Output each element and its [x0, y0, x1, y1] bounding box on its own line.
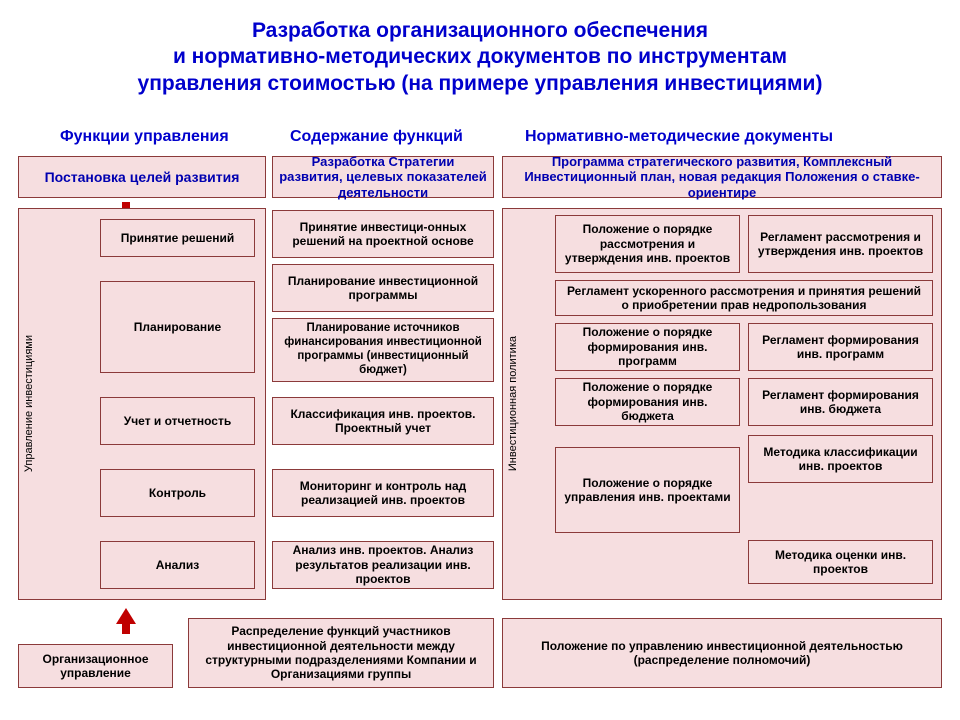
doc-reg-review: Регламент рассмотрения и утверждения инв…	[748, 215, 933, 273]
title-line-2: и нормативно-методических документов по …	[173, 45, 787, 68]
func-analysis: Анализ	[100, 541, 255, 589]
doc-reg-budget: Регламент формирования инв. бюджета	[748, 378, 933, 426]
arrow-up-icon	[116, 608, 136, 624]
footer-org: Организационное управление	[18, 644, 173, 688]
doc-method-eval: Методика оценки инв. проектов	[748, 540, 933, 584]
box-goals: Постановка целей развития	[18, 156, 266, 198]
func-control: Контроль	[100, 469, 255, 517]
col-header-docs: Нормативно-методические документы	[525, 128, 833, 146]
col-header-funcs: Функции управления	[60, 128, 229, 146]
doc-pos-budget: Положение о порядке формирования инв. бю…	[555, 378, 740, 426]
func-accounting: Учет и отчетность	[100, 397, 255, 445]
content-plan-budget: Планирование источников финансирования и…	[272, 318, 494, 382]
doc-reg-prog: Регламент формирования инв. программ	[748, 323, 933, 371]
content-decisions: Принятие инвестици-онных решений на прое…	[272, 210, 494, 258]
func-decisions: Принятие решений	[100, 219, 255, 257]
vlabel-right: Инвестиционная политика	[507, 336, 520, 471]
title-line-1: Разработка организационного обеспечения	[252, 19, 708, 42]
content-monitor: Мониторинг и контроль над реализацией ин…	[272, 469, 494, 517]
func-planning: Планирование	[100, 281, 255, 373]
page-title: Разработка организационного обеспечения …	[0, 0, 960, 105]
doc-method-class: Методика классификации инв. проектов	[748, 435, 933, 483]
box-program: Программа стратегического развития, Комп…	[502, 156, 942, 198]
vlabel-left: Управление инвестициями	[23, 335, 36, 472]
footer-distrib: Распределение функций участников инвести…	[188, 618, 494, 688]
doc-pos-review: Положение о порядке рассмотрения и утвер…	[555, 215, 740, 273]
col-header-content: Содержание функций	[290, 128, 463, 146]
title-line-3: управления стоимостью (на примере управл…	[138, 72, 823, 95]
doc-pos-prog: Положение о порядке формирования инв. пр…	[555, 323, 740, 371]
doc-reg-fast: Регламент ускоренного рассмотрения и при…	[555, 280, 933, 316]
content-analysis: Анализ инв. проектов. Анализ результатов…	[272, 541, 494, 589]
doc-pos-manage: Положение о порядке управления инв. прое…	[555, 447, 740, 533]
content-classify: Классификация инв. проектов. Проектный у…	[272, 397, 494, 445]
box-strategy: Разработка Стратегии развития, целевых п…	[272, 156, 494, 198]
footer-policy: Положение по управлению инвестиционной д…	[502, 618, 942, 688]
content-plan-prog: Планирование инвестиционной программы	[272, 264, 494, 312]
